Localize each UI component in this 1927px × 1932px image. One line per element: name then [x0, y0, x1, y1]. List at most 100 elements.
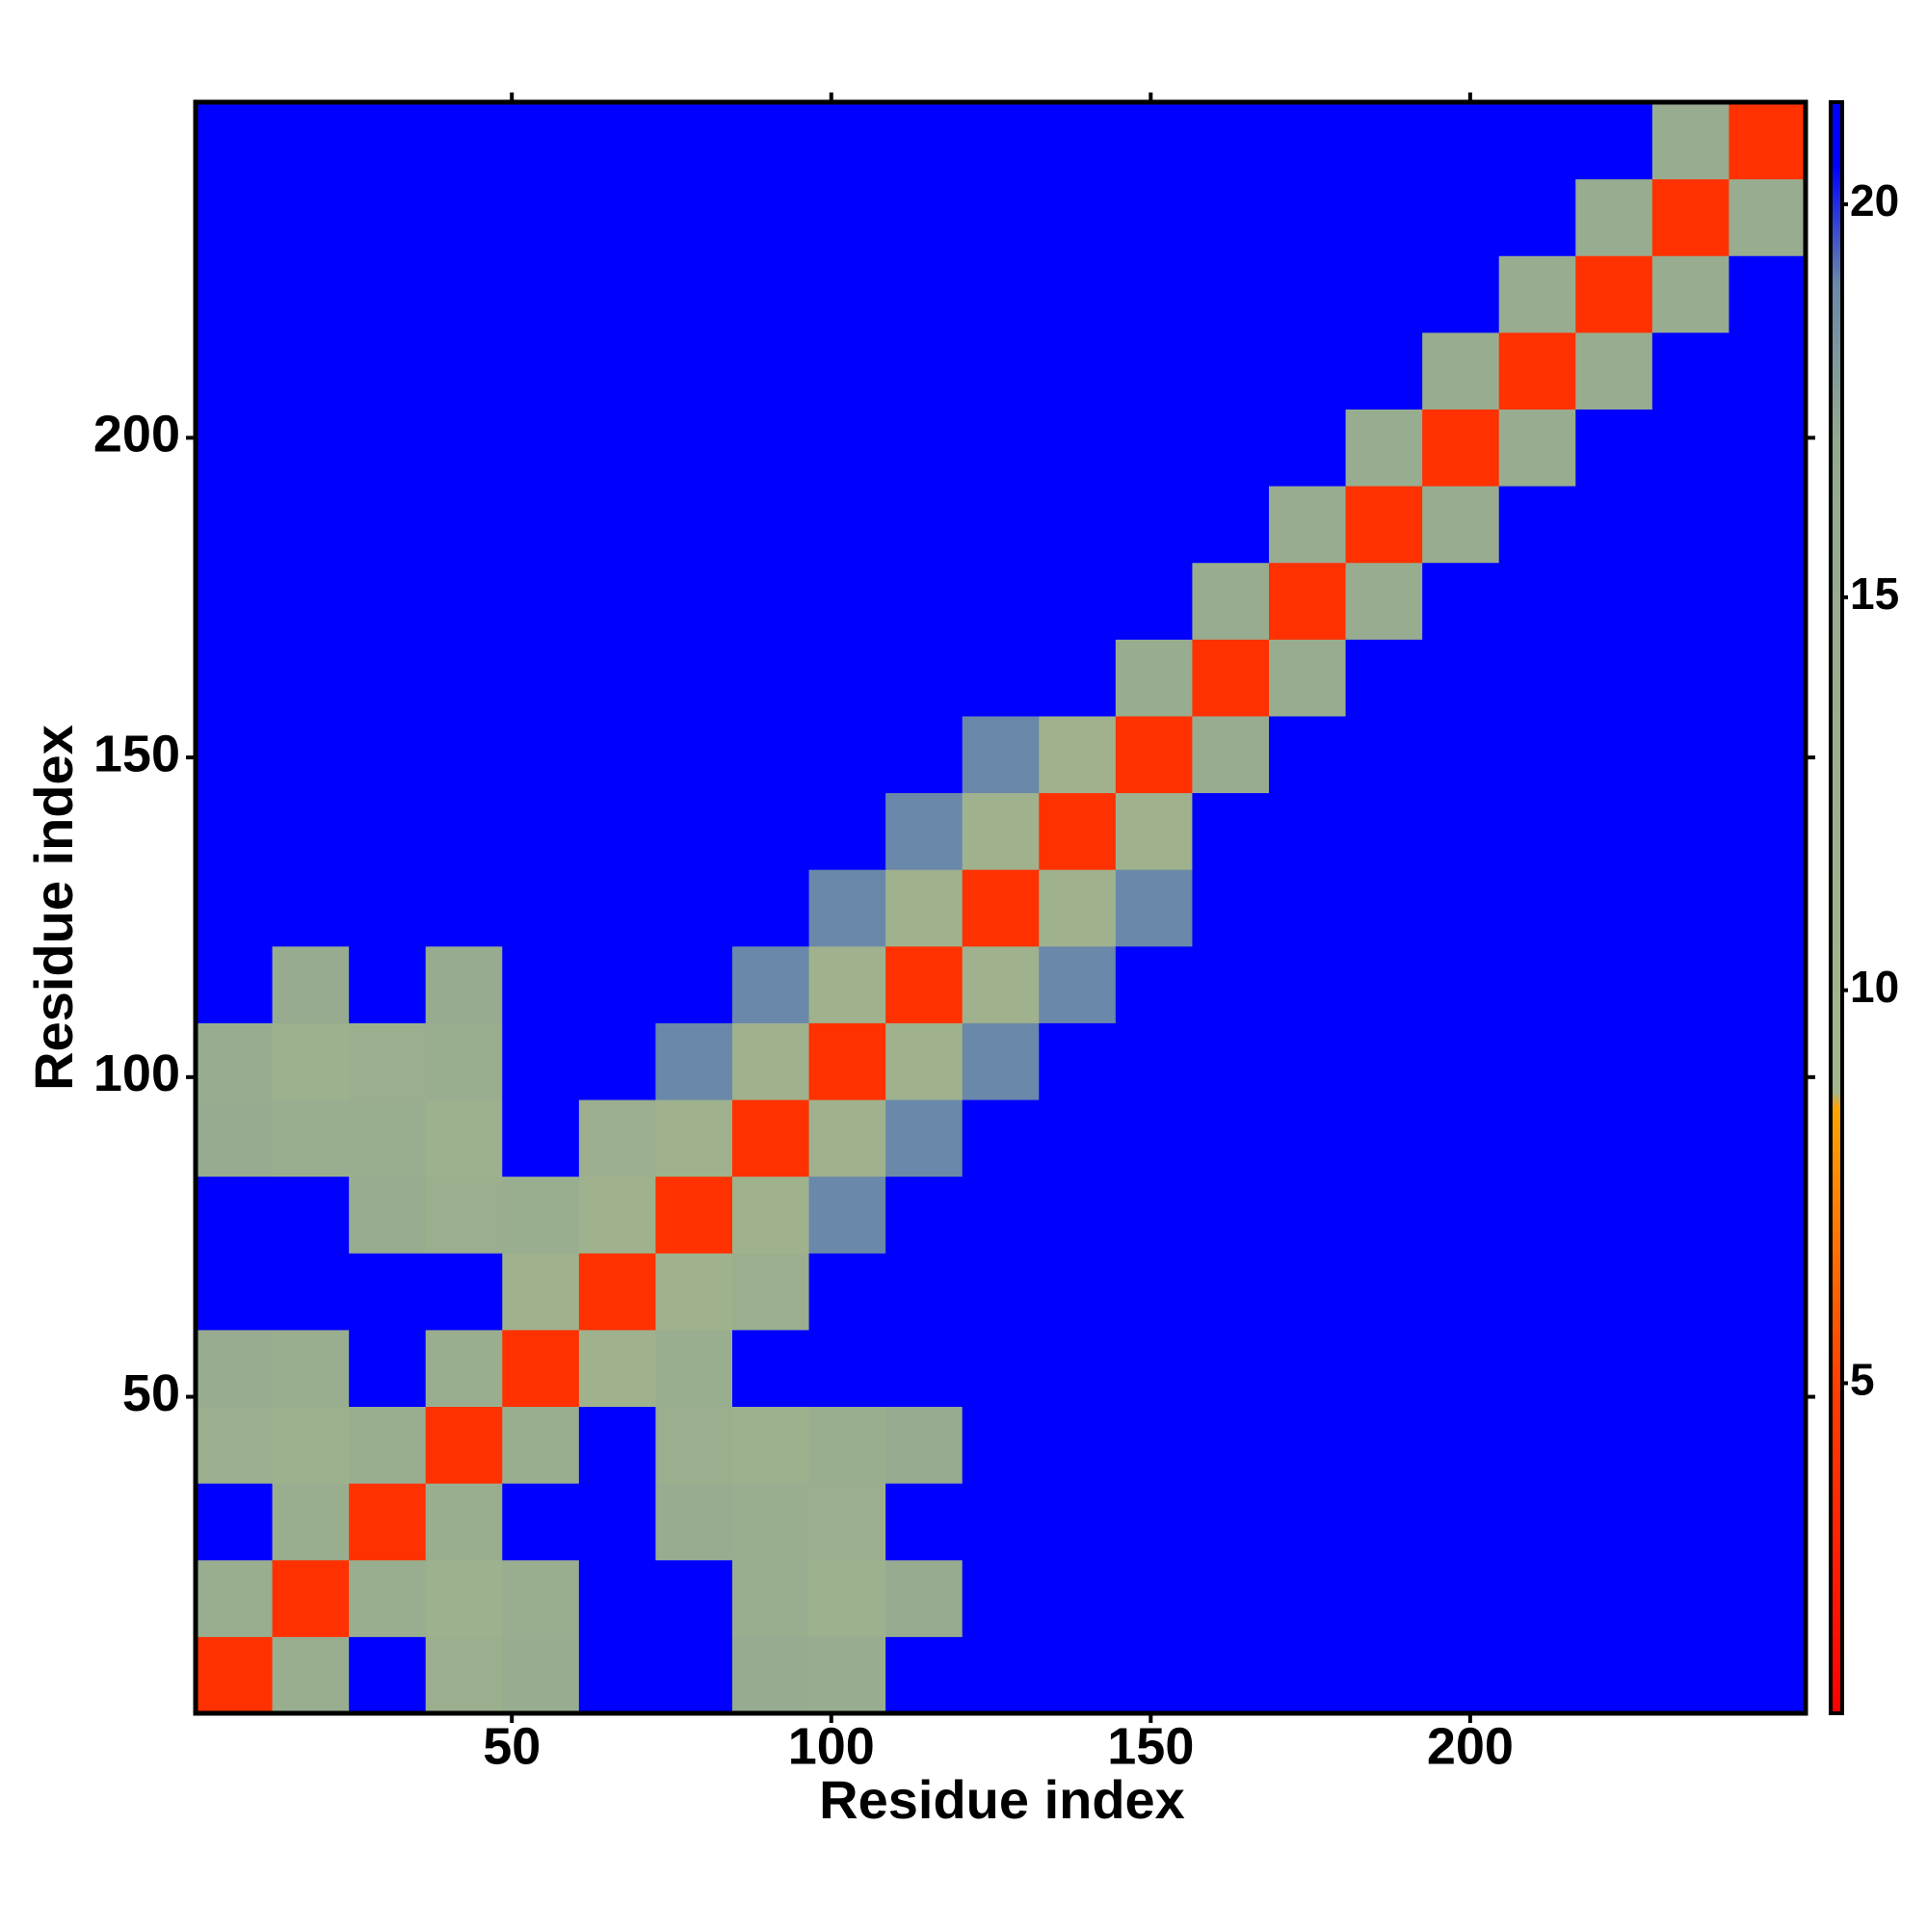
heatmap-cell	[1192, 715, 1270, 794]
heatmap-cell	[1345, 1099, 1423, 1178]
heatmap-cell	[732, 1176, 810, 1254]
heatmap-cell	[1498, 1559, 1576, 1637]
heatmap-cell	[425, 792, 503, 870]
heatmap-cell	[1651, 1253, 1729, 1331]
heatmap-cell	[1651, 715, 1729, 794]
heatmap-cell	[502, 486, 580, 564]
heatmap-cell	[272, 486, 350, 564]
heatmap-cell	[1115, 1253, 1193, 1331]
heatmap-cell	[962, 1022, 1040, 1100]
heatmap-cell	[962, 945, 1040, 1023]
heatmap-cell	[1651, 792, 1729, 870]
heatmap-cell	[272, 869, 350, 947]
heatmap-cell	[196, 1636, 274, 1714]
heatmap-cell	[885, 792, 964, 870]
heatmap-cell	[1498, 1099, 1576, 1178]
heatmap-cell	[502, 331, 580, 410]
heatmap-cell	[1269, 1406, 1347, 1484]
heatmap-cell	[1422, 102, 1500, 180]
heatmap-cell	[1729, 1559, 1807, 1637]
heatmap-cell	[1269, 1253, 1347, 1331]
heatmap-cell	[1192, 178, 1270, 256]
heatmap-cell	[1039, 178, 1117, 256]
heatmap-cell	[808, 102, 886, 180]
heatmap-cell	[1575, 1559, 1653, 1637]
heatmap-cell	[1345, 1636, 1423, 1714]
heatmap-cell	[196, 1559, 274, 1637]
heatmap-cell	[1039, 331, 1117, 410]
heatmap-cell	[1498, 1483, 1576, 1561]
heatmap-cell	[425, 945, 503, 1023]
heatmap-cell	[349, 255, 427, 333]
heatmap-cell	[349, 1253, 427, 1331]
heatmap-cell	[1498, 486, 1576, 564]
heatmap-cell	[655, 1406, 733, 1484]
heatmap-cell	[502, 1329, 580, 1408]
heatmap-cell	[578, 792, 656, 870]
heatmap-cell	[962, 331, 1040, 410]
heatmap-cell	[962, 1099, 1040, 1178]
heatmap-cell	[1575, 331, 1653, 410]
heatmap-cell	[578, 1099, 656, 1178]
heatmap-cell	[1498, 869, 1576, 947]
heatmap-cell	[885, 331, 964, 410]
heatmap-cell	[196, 869, 274, 947]
heatmap-cell	[349, 486, 427, 564]
heatmap-cell	[196, 1022, 274, 1100]
heatmap-cell	[1039, 1406, 1117, 1484]
heatmap-cell	[1345, 562, 1423, 640]
heatmap-cell	[808, 331, 886, 410]
heatmap-cell	[1115, 486, 1193, 564]
heatmap-cell	[272, 178, 350, 256]
heatmap-cell	[1115, 1099, 1193, 1178]
heatmap-cell	[655, 639, 733, 717]
heatmap-cell	[349, 1636, 427, 1714]
heatmap-cell	[578, 1253, 656, 1331]
heatmap-cell	[1729, 1636, 1807, 1714]
heatmap-cell	[1039, 792, 1117, 870]
heatmap-cell	[1498, 1022, 1576, 1100]
heatmap-cell	[272, 1176, 350, 1254]
heatmap-cell	[425, 1636, 503, 1714]
heatmap-cell	[1575, 1329, 1653, 1408]
heatmap-cell	[1192, 1636, 1270, 1714]
heatmap-cell	[1498, 102, 1576, 180]
heatmap-cell	[1422, 1559, 1500, 1637]
x-tick-label: 100	[788, 1717, 875, 1775]
heatmap-cell	[272, 792, 350, 870]
heatmap-cell	[1422, 255, 1500, 333]
heatmap-cell	[349, 409, 427, 487]
heatmap-cell	[425, 1329, 503, 1408]
heatmap-cell	[196, 1406, 274, 1484]
heatmap-cell	[962, 639, 1040, 717]
heatmap-cell	[578, 1406, 656, 1484]
heatmap-cell	[1345, 715, 1423, 794]
heatmap-cell	[196, 1099, 274, 1178]
heatmap-cell	[578, 102, 656, 180]
heatmap-cell	[196, 1253, 274, 1331]
heatmap-cell	[655, 1329, 733, 1408]
heatmap-cell	[732, 792, 810, 870]
heatmap-cell	[1115, 945, 1193, 1023]
heatmap-cell	[349, 178, 427, 256]
heatmap-cell	[1345, 178, 1423, 256]
heatmap-cell	[1269, 409, 1347, 487]
heatmap-cell	[578, 715, 656, 794]
heatmap-cell	[962, 1176, 1040, 1254]
heatmap-cell	[196, 1483, 274, 1561]
heatmap-cell	[808, 562, 886, 640]
x-tick-label: 150	[1107, 1717, 1194, 1775]
heatmap-cell	[655, 255, 733, 333]
heatmap-cell	[885, 255, 964, 333]
heatmap-cell	[1269, 639, 1347, 717]
heatmap-cell	[1498, 1406, 1576, 1484]
heatmap-cell	[962, 1406, 1040, 1484]
x-tick-label: 50	[483, 1717, 541, 1775]
heatmap-cell	[1345, 255, 1423, 333]
heatmap-cell	[196, 792, 274, 870]
heatmap-cell	[1269, 178, 1347, 256]
heatmap-cell	[885, 1253, 964, 1331]
heatmap-cell	[808, 1099, 886, 1178]
heatmap-cell	[1039, 1483, 1117, 1561]
heatmap-cell	[1345, 331, 1423, 410]
